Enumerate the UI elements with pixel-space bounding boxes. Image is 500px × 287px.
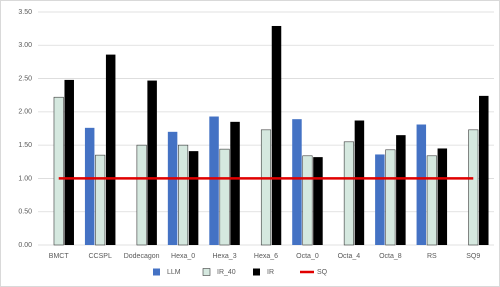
bar (147, 80, 157, 245)
bar (136, 144, 147, 246)
bar (385, 149, 396, 246)
x-tick-label: SQ9 (466, 253, 480, 260)
x-tick-label: Octa_0 (296, 253, 319, 260)
bar (292, 119, 302, 245)
bar (95, 154, 106, 246)
bar (468, 129, 479, 246)
bar (354, 120, 365, 245)
x-tick-label: Hexa_0 (171, 253, 195, 260)
x-tick-label: Hexa_6 (254, 253, 278, 260)
bar (479, 95, 489, 245)
bar (313, 157, 323, 245)
y-tick-label: 2.00 (18, 109, 32, 116)
x-tick-label: CCSPL (89, 253, 112, 260)
y-tick-label: 3.50 (18, 9, 32, 16)
bar (178, 144, 189, 246)
y-tick-label: 1.00 (18, 175, 32, 182)
x-tick-label: Dodecagon (124, 253, 160, 260)
bar (219, 148, 230, 246)
y-tick-label: 0.00 (18, 242, 32, 249)
bar (343, 141, 354, 246)
x-tick-label: RS (427, 253, 437, 260)
bar (188, 151, 199, 245)
bar (209, 116, 219, 245)
x-tick-label: Octa_4 (338, 253, 361, 260)
legend-label: IR_40 (217, 269, 236, 276)
bar (271, 25, 282, 246)
bar (64, 79, 74, 245)
bar (84, 127, 95, 245)
bar (426, 155, 437, 246)
y-tick-label: 0.50 (18, 209, 32, 216)
bar (416, 124, 427, 245)
bar (53, 96, 64, 246)
x-tick-label: Hexa_3 (212, 253, 236, 260)
bar (167, 131, 178, 245)
bar (105, 54, 116, 245)
bar (396, 135, 406, 245)
bar (260, 129, 272, 246)
bar (230, 121, 240, 245)
x-tick-label: BMCT (49, 253, 70, 260)
y-tick-label: 3.00 (18, 42, 32, 49)
bar (302, 155, 313, 246)
legend-marker (253, 268, 260, 276)
legend-marker (153, 268, 160, 276)
x-tick-label: Octa_8 (379, 253, 402, 260)
y-tick-label: 1.50 (18, 142, 32, 149)
legend-label: LLM (167, 269, 181, 276)
legend-label: IR (267, 269, 274, 276)
bar (437, 148, 448, 245)
legend-label: SQ (317, 269, 328, 276)
legend-marker (202, 268, 211, 276)
bar (375, 154, 385, 245)
y-tick-label: 2.50 (18, 75, 32, 82)
